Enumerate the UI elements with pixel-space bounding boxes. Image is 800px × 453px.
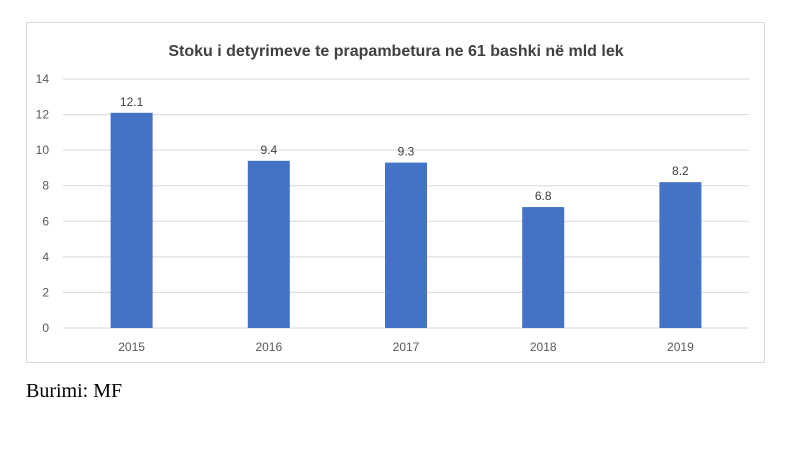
bars bbox=[110, 112, 702, 329]
source-note: Burimi: MF bbox=[26, 380, 123, 402]
chart-title: Stoku i detyrimeve te prapambetura ne 61… bbox=[168, 43, 623, 60]
x-tick-label-2018: 2018 bbox=[530, 340, 557, 354]
data-label-2016: 9.4 bbox=[260, 143, 277, 157]
x-tick-label-2019: 2019 bbox=[667, 340, 694, 354]
y-tick-label: 0 bbox=[42, 321, 49, 335]
bar-2016 bbox=[247, 160, 290, 328]
y-tick-label: 10 bbox=[36, 143, 50, 157]
y-tick-label: 4 bbox=[42, 250, 49, 264]
y-tick-label: 2 bbox=[42, 285, 49, 299]
x-tick-label-2016: 2016 bbox=[255, 340, 282, 354]
chart-frame: Stoku i detyrimeve te prapambetura ne 61… bbox=[26, 22, 765, 363]
data-label-2017: 9.3 bbox=[398, 145, 415, 159]
y-tick-label: 14 bbox=[36, 72, 50, 86]
data-label-2019: 8.2 bbox=[672, 164, 689, 178]
bar-2017 bbox=[385, 162, 427, 328]
bar-2018 bbox=[522, 207, 565, 328]
y-axis-ticks: 0 2 4 6 8 10 12 14 bbox=[36, 72, 50, 335]
bar-chart: Stoku i detyrimeve te prapambetura ne 61… bbox=[36, 43, 749, 354]
x-axis-ticks: 2015 2016 2017 2018 2019 bbox=[118, 340, 694, 354]
y-tick-label: 12 bbox=[36, 108, 50, 122]
bar-2019 bbox=[659, 182, 702, 328]
data-label-2018: 6.8 bbox=[535, 189, 552, 203]
bar-2015 bbox=[110, 112, 153, 329]
x-tick-label-2017: 2017 bbox=[393, 340, 420, 354]
data-label-2015: 12.1 bbox=[120, 95, 144, 109]
y-tick-label: 8 bbox=[42, 179, 49, 193]
x-tick-label-2015: 2015 bbox=[118, 340, 145, 354]
data-labels: 12.1 9.4 9.3 6.8 8.2 bbox=[120, 95, 689, 203]
y-tick-label: 6 bbox=[42, 214, 49, 228]
